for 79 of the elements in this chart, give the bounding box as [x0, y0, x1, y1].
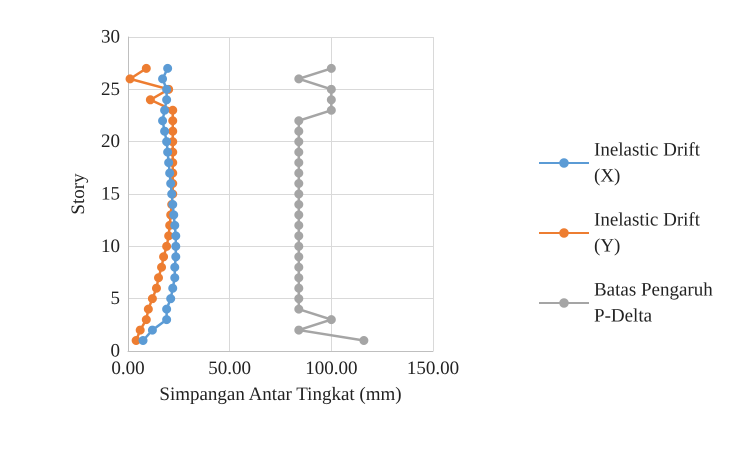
point — [171, 252, 180, 262]
y-tick-label: 10 — [101, 236, 120, 257]
point — [160, 126, 170, 136]
point — [294, 231, 304, 240]
point — [157, 262, 166, 272]
point — [168, 116, 178, 126]
point — [164, 158, 174, 168]
x-axis-title: Simpangan Antar Tingkat (mm) — [159, 384, 402, 405]
point — [152, 284, 161, 293]
point — [136, 326, 145, 335]
point — [294, 273, 304, 282]
point — [294, 116, 304, 126]
point — [294, 220, 304, 230]
y-tick-label: 25 — [101, 78, 120, 100]
point — [160, 106, 170, 115]
point — [294, 158, 304, 168]
point — [170, 262, 180, 272]
point — [294, 200, 304, 209]
y-tick-label: 15 — [101, 184, 120, 204]
point — [294, 179, 304, 188]
point — [294, 168, 304, 178]
point — [171, 242, 180, 251]
point — [170, 220, 180, 230]
point — [359, 336, 368, 346]
point — [294, 294, 304, 304]
point — [126, 74, 135, 84]
point — [294, 252, 304, 262]
point — [294, 126, 304, 136]
point — [294, 304, 304, 314]
point — [294, 242, 304, 251]
point — [162, 242, 172, 251]
point — [162, 137, 172, 146]
point — [146, 95, 155, 104]
point — [162, 315, 172, 324]
point — [326, 95, 336, 104]
point — [142, 315, 151, 324]
point — [148, 326, 157, 335]
point — [294, 210, 304, 220]
y-axis-title: Story — [68, 172, 89, 215]
y-tick-label: 30 — [101, 26, 120, 48]
y-tick-label: 5 — [110, 288, 120, 310]
x-tick-label: 150.00 — [406, 358, 460, 379]
point — [171, 231, 180, 240]
point — [326, 64, 336, 73]
point — [294, 326, 304, 335]
point — [170, 273, 180, 282]
point — [144, 304, 153, 314]
point — [148, 294, 157, 304]
x-tick-label: 50.00 — [208, 358, 252, 379]
point — [168, 106, 178, 115]
point — [168, 284, 178, 293]
point — [165, 168, 174, 178]
legend-label: Inelastic Drift (Y) — [594, 210, 705, 256]
point — [294, 137, 304, 146]
point — [138, 336, 148, 346]
point — [294, 74, 304, 84]
point — [326, 106, 336, 115]
point — [326, 84, 336, 94]
point — [326, 315, 336, 324]
point — [294, 284, 304, 293]
point — [159, 252, 168, 262]
point — [294, 190, 304, 198]
legend-label: Batas Pengaruh P-Delta — [594, 280, 718, 326]
point — [163, 64, 172, 73]
point — [154, 273, 163, 282]
point — [158, 74, 168, 84]
legend-label: Inelastic Drift (X) — [594, 140, 705, 186]
point — [163, 148, 172, 157]
y-tick-label: 20 — [101, 131, 120, 152]
point — [162, 304, 172, 314]
point — [294, 262, 304, 272]
point — [158, 116, 168, 126]
point — [162, 95, 172, 104]
x-tick-label: 100.00 — [305, 358, 358, 379]
point — [169, 210, 178, 220]
point — [166, 294, 176, 304]
point — [168, 126, 178, 136]
point — [142, 64, 151, 73]
point — [294, 148, 304, 157]
